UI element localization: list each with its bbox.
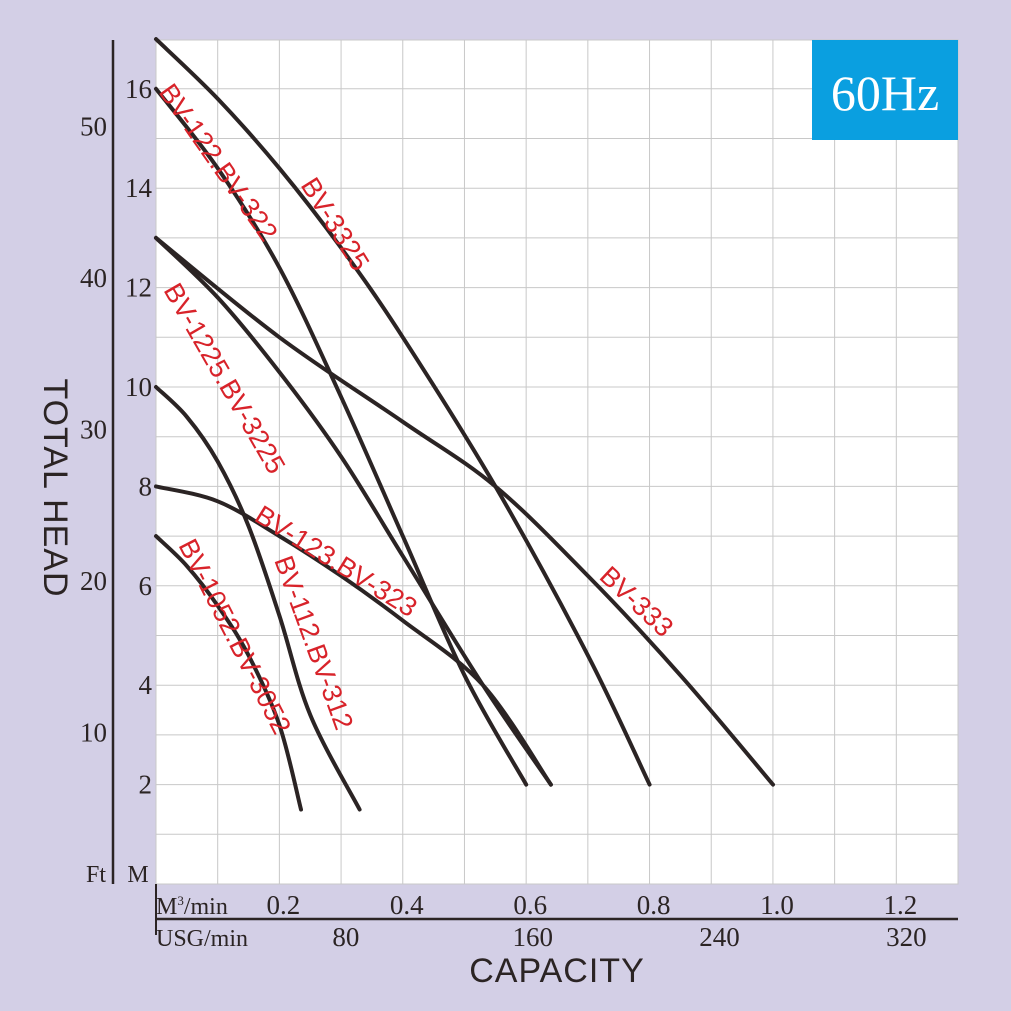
y-tick-label-meters: 14 [125, 173, 153, 203]
x-ticks-usg: 80 160 240 320 [332, 922, 926, 952]
y-tick-label-meters: 10 [125, 372, 152, 402]
curve-bv-3325 [154, 37, 652, 787]
x-tick-label-m3min: 0.2 [267, 890, 301, 920]
curve-bv-333 [154, 235, 775, 787]
curves [154, 37, 775, 812]
x-axis-title: CAPACITY [469, 952, 645, 990]
y-ticks-feet: 10 20 30 40 50 [80, 112, 107, 748]
frequency-badge [812, 40, 958, 140]
x-unit-m3min: M3/min [156, 893, 228, 920]
y-tick-label-meters: 2 [139, 770, 153, 800]
plot-border [155, 39, 959, 885]
x-tick-label-usg: 320 [886, 922, 927, 952]
x-tick-label-usg: 80 [332, 922, 359, 952]
y-tick-label-meters: 6 [139, 571, 153, 601]
x-tick-label-usg: 240 [699, 922, 740, 952]
x-tick-label-m3min: 1.0 [760, 890, 794, 920]
y-tick-label-feet: 40 [80, 263, 107, 293]
y-tick-label-feet: 10 [80, 718, 107, 748]
grid [155, 39, 959, 885]
y-unit-meters: M [127, 862, 148, 888]
y-tick-label-meters: 8 [139, 471, 153, 501]
y-axis-title: TOTAL HEAD [36, 378, 74, 597]
curve-bv-1052-bv-3052 [154, 534, 303, 812]
frequency-badge-text: 60Hz [831, 65, 939, 121]
curve-bv-123-bv-323 [154, 484, 553, 787]
curve-bv-122-bv-322 [154, 86, 529, 787]
curve-bv-112-bv-312 [154, 385, 362, 812]
y-tick-label-meters: 16 [125, 74, 152, 104]
y-tick-label-meters: 12 [125, 273, 152, 303]
y-tick-label-feet: 20 [80, 566, 107, 596]
x-tick-label-m3min: 0.6 [513, 890, 547, 920]
axes [111, 40, 958, 935]
x-tick-label-m3min: 1.2 [884, 890, 918, 920]
x-ticks-m3min: 0.2 0.4 0.6 0.8 1.0 1.2 [267, 890, 918, 920]
y-tick-label-meters: 4 [139, 670, 153, 700]
x-unit-usg: USG/min [156, 926, 248, 952]
x-tick-label-m3min: 0.8 [637, 890, 671, 920]
y-tick-label-feet: 50 [80, 112, 107, 142]
y-ticks-meters: 2 4 6 8 10 12 14 16 [125, 74, 153, 800]
x-tick-label-m3min: 0.4 [390, 890, 424, 920]
x-tick-label-usg: 160 [512, 922, 553, 952]
y-tick-label-feet: 30 [80, 415, 107, 445]
y-unit-feet: Ft [86, 862, 106, 888]
